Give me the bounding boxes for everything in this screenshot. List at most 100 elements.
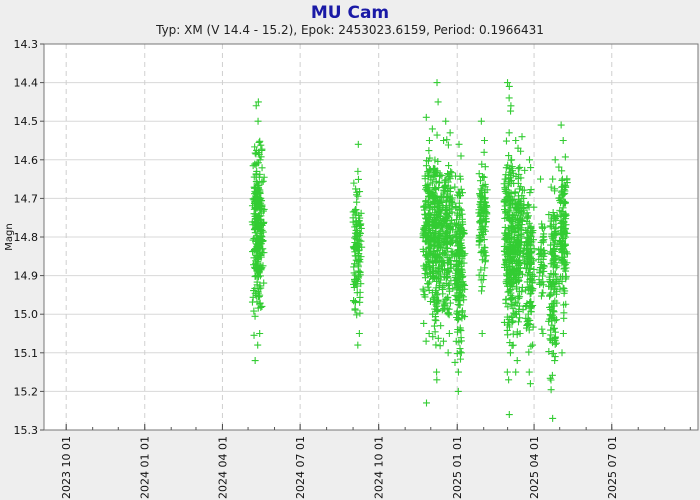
data-point <box>506 349 514 357</box>
data-point <box>260 205 268 213</box>
data-point <box>549 414 557 422</box>
data-point <box>475 170 483 178</box>
data-point <box>481 248 489 256</box>
data-point <box>561 189 569 197</box>
data-point <box>523 245 531 253</box>
data-point <box>477 217 485 225</box>
y-tick-label: 15.1 <box>14 347 39 360</box>
data-point <box>429 264 437 272</box>
data-point <box>558 167 566 175</box>
data-point <box>439 202 447 210</box>
data-point <box>540 263 548 271</box>
data-point <box>259 262 267 270</box>
data-point <box>521 166 529 174</box>
data-point <box>517 174 525 182</box>
data-point <box>560 258 568 266</box>
data-point <box>352 191 360 199</box>
data-point <box>256 272 264 280</box>
data-point <box>457 355 465 363</box>
data-point <box>508 217 516 225</box>
data-point <box>548 280 556 288</box>
data-point <box>440 137 448 144</box>
data-point <box>551 334 559 342</box>
data-point <box>251 357 259 365</box>
data-point <box>562 211 570 219</box>
data-point <box>550 324 558 332</box>
data-point <box>422 162 430 170</box>
data-point <box>561 210 569 218</box>
data-point <box>561 261 569 269</box>
data-point <box>547 336 555 344</box>
data-point <box>255 250 263 258</box>
data-point <box>560 301 568 309</box>
data-point <box>421 202 429 210</box>
data-point <box>356 271 364 279</box>
data-point <box>546 374 554 382</box>
data-point <box>443 213 451 221</box>
data-point <box>550 284 558 292</box>
data-point <box>562 183 570 191</box>
data-point <box>356 298 364 306</box>
data-point <box>480 173 488 181</box>
data-point <box>254 117 262 125</box>
data-point <box>551 259 559 267</box>
data-point <box>516 330 524 337</box>
data-point <box>512 368 520 376</box>
data-point <box>425 147 433 155</box>
data-point <box>504 303 512 311</box>
y-tick-label: 14.4 <box>14 77 39 90</box>
data-point <box>357 224 365 232</box>
data-point <box>515 308 523 316</box>
data-point <box>437 243 445 251</box>
data-point <box>562 264 570 272</box>
data-point <box>552 264 560 272</box>
data-point <box>429 294 437 302</box>
data-point <box>445 267 453 275</box>
data-point <box>455 223 463 231</box>
data-point <box>457 175 465 183</box>
data-point <box>445 171 453 179</box>
data-point <box>539 255 547 263</box>
data-point <box>254 181 262 189</box>
data-point <box>256 282 264 290</box>
data-point <box>430 296 438 304</box>
data-point <box>529 341 537 349</box>
data-point <box>443 136 451 144</box>
data-point <box>354 192 362 200</box>
data-point <box>352 206 360 214</box>
data-point <box>527 342 535 350</box>
data-point <box>538 220 546 228</box>
data-point <box>549 249 557 257</box>
data-point <box>477 117 485 125</box>
data-point <box>539 330 547 337</box>
data-point <box>431 156 439 164</box>
data-point <box>514 275 522 283</box>
data-point <box>431 168 439 176</box>
data-point <box>481 258 489 266</box>
data-point <box>549 209 557 217</box>
data-point <box>430 251 438 259</box>
data-point <box>353 282 361 290</box>
data-point <box>434 297 442 305</box>
data-point <box>431 328 439 336</box>
data-point <box>447 247 455 255</box>
data-point <box>559 183 567 191</box>
data-point <box>356 309 364 317</box>
data-point <box>545 211 553 219</box>
data-point <box>425 192 433 200</box>
data-point <box>448 194 456 202</box>
data-point <box>505 129 513 137</box>
data-point <box>527 260 535 268</box>
data-point <box>501 175 509 183</box>
data-point <box>446 299 454 307</box>
data-point <box>519 186 527 194</box>
data-point <box>506 257 514 265</box>
data-point <box>430 274 438 282</box>
data-point <box>255 285 263 293</box>
data-point <box>452 231 460 239</box>
data-point <box>551 156 559 164</box>
data-point <box>546 222 554 230</box>
data-point <box>356 221 364 229</box>
data-point <box>252 219 260 227</box>
data-point <box>524 212 532 220</box>
